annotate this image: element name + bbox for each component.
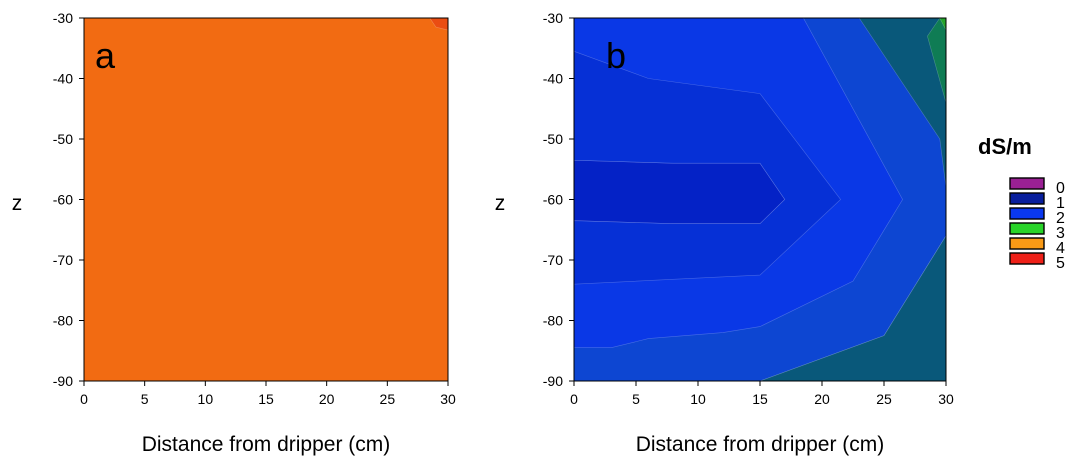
panel-b-x-tick-label-0: 0 [570, 391, 578, 407]
panel-a-y-tick-label-3: -60 [53, 192, 73, 208]
panel-a-x-tick-label-0: 0 [80, 391, 88, 407]
panel-a-y-ticks: -30 -40 -50 -60 -70 -80 -90 [53, 10, 84, 389]
panel-b-contour-band-1 [573, 159, 786, 224]
panel-b-x-tick-label-4: 20 [814, 391, 830, 407]
panel-a-y-tick-label-0: -30 [53, 10, 73, 26]
legend-swatch-2 [1009, 207, 1045, 220]
legend-label-2: 2 [1056, 210, 1065, 227]
legend-swatch-3 [1009, 222, 1045, 235]
panel-a-x-tick-label-6: 30 [440, 391, 456, 407]
panel-a-y-tick-label-4: -70 [53, 252, 73, 268]
panel-b-y-tick-label-4: -70 [543, 252, 563, 268]
legend-label-0: 0 [1056, 180, 1065, 197]
panel-b-y-tick-label-1: -40 [543, 71, 563, 87]
panel-a-x-tick-label-5: 25 [380, 391, 396, 407]
panel-b-x-tick-label-3: 15 [752, 391, 768, 407]
legend-title: dS/m [978, 134, 1032, 159]
panel-a-contour-plot: 0 5 10 15 20 25 30 -30 -40 -50 -60 -70 -80 -90 a Dis… [12, 10, 456, 456]
legend-swatch-5 [1009, 252, 1045, 265]
panel-a-y-axis-label: z [12, 192, 23, 215]
panel-a-contour-band-13 [83, 17, 449, 382]
legend-label-3: 3 [1056, 225, 1065, 242]
panel-b-x-axis-label: Distance from dripper (cm) [636, 433, 885, 456]
panel-b-x-tick-label-1: 5 [632, 391, 640, 407]
panel-b-plot-area [573, 17, 947, 382]
legend-label-1: 1 [1056, 195, 1065, 212]
panel-a-label: a [95, 35, 116, 76]
panel-b-x-tick-label-2: 10 [690, 391, 706, 407]
legend-swatch-4 [1009, 237, 1045, 250]
panel-a-plot-area [83, 17, 449, 382]
panel-a-x-tick-label-3: 15 [258, 391, 274, 407]
panel-a-x-axis-label: Distance from dripper (cm) [142, 433, 391, 456]
legend-swatch-0 [1009, 177, 1045, 190]
panel-b-y-tick-label-2: -50 [543, 131, 563, 147]
panel-b-y-tick-label-6: -90 [543, 373, 563, 389]
panel-a-x-ticks: 0 5 10 15 20 25 30 [80, 381, 456, 407]
panel-b-contour-plot: 0 5 10 15 20 25 30 -30 -40 -50 -60 -70 -80 -90 b Dis… [495, 10, 954, 456]
panel-a-x-tick-label-1: 5 [141, 391, 149, 407]
panel-a-y-tick-label-2: -50 [53, 131, 73, 147]
panel-b-y-tick-label-5: -80 [543, 313, 563, 329]
panel-b-x-ticks: 0 5 10 15 20 25 30 [570, 381, 954, 407]
legend-label-4: 4 [1056, 240, 1065, 257]
panel-a-x-tick-label-4: 20 [319, 391, 335, 407]
panel-b-x-tick-label-6: 30 [938, 391, 954, 407]
panel-b-y-tick-label-3: -60 [543, 192, 563, 208]
panel-a-y-tick-label-1: -40 [53, 71, 73, 87]
panel-b-x-tick-label-5: 25 [876, 391, 892, 407]
panel-b-label: b [606, 35, 626, 76]
legend-label-5: 5 [1056, 255, 1065, 272]
panel-a-y-tick-label-6: -90 [53, 373, 73, 389]
panel-a-x-tick-label-2: 10 [198, 391, 214, 407]
panel-b-y-ticks: -30 -40 -50 -60 -70 -80 -90 [543, 10, 574, 389]
panel-b-y-axis-label: z [495, 192, 506, 215]
panel-b-y-tick-label-0: -30 [543, 10, 563, 26]
panel-a-y-tick-label-5: -80 [53, 313, 73, 329]
legend-swatch-1 [1009, 192, 1045, 205]
